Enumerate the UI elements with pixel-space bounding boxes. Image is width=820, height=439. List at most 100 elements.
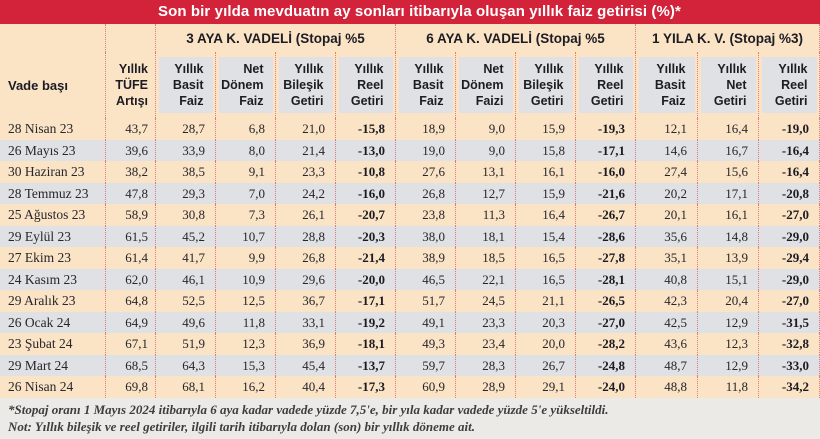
value-cell: 24,5 [455, 290, 515, 312]
value-cell: 12,3 [215, 333, 275, 355]
value-cell: 64,9 [105, 311, 155, 333]
value-cell: 12,9 [697, 354, 758, 376]
value-cell: 20,1 [635, 204, 697, 226]
table-row: 26 Nisan 24 69,8 68,1 16,2 40,4 -17,3 60,9 28,9… [0, 376, 820, 398]
date-cell: 26 Mayıs 23 [8, 142, 76, 158]
value-cell: 7,0 [215, 182, 275, 204]
value-cell: 21,0 [275, 118, 335, 140]
value-cell: -21,4 [335, 247, 395, 269]
value-cell: -21,6 [575, 182, 635, 204]
value-cell: 28,7 [155, 118, 215, 140]
value-cell: 6,8 [215, 118, 275, 140]
col-header-label: Yıllık Reel Getiri [338, 57, 393, 113]
value-cell: 17,1 [697, 182, 758, 204]
col-header: Yıllık Reel Getiri [575, 52, 635, 118]
value-cell: 68,5 [105, 354, 155, 376]
value-cell: 42,5 [635, 311, 697, 333]
value-cell: 10,7 [215, 225, 275, 247]
col-header-label: Yıllık Reel Getiri [578, 57, 633, 113]
value-cell: -24,0 [575, 376, 635, 398]
value-cell: -31,5 [758, 311, 820, 333]
value-cell: 10,9 [215, 268, 275, 290]
value-cell: 36,9 [275, 333, 335, 355]
value-cell: -19,0 [758, 118, 820, 140]
value-cell: 51,9 [155, 333, 215, 355]
value-cell: -20,3 [335, 225, 395, 247]
value-cell: 46,5 [395, 268, 455, 290]
value-cell: 68,1 [155, 376, 215, 398]
value-cell: -27,0 [758, 204, 820, 226]
value-cell: 36,7 [275, 290, 335, 312]
value-cell: -27,8 [575, 247, 635, 269]
value-cell: 18,5 [455, 247, 515, 269]
value-cell: 51,7 [395, 290, 455, 312]
col-header-vade-basi: Vade başı [8, 77, 68, 93]
date-cell: 30 Haziran 23 [8, 164, 85, 179]
value-cell: 48,8 [635, 376, 697, 398]
value-cell: 15,1 [697, 268, 758, 290]
value-cell: 38,9 [395, 247, 455, 269]
value-cell: 19,0 [395, 139, 455, 161]
value-cell: 59,7 [395, 354, 455, 376]
value-cell: 15,3 [215, 354, 275, 376]
value-cell: 52,5 [155, 290, 215, 312]
value-cell: 43,6 [635, 333, 697, 355]
value-cell: -18,1 [335, 333, 395, 355]
col-header: Yıllık Net Getiri [697, 52, 758, 118]
col-header-label: Yıllık Net Getiri [700, 57, 756, 113]
value-cell: 13,1 [455, 161, 515, 183]
value-cell: 35,1 [635, 247, 697, 269]
value-cell: 12,1 [635, 118, 697, 140]
value-cell: 45,2 [155, 225, 215, 247]
value-cell: 15,9 [515, 182, 575, 204]
value-cell: 16,5 [515, 268, 575, 290]
value-cell: 15,8 [515, 139, 575, 161]
col-header: Yıllık Basit Faiz [635, 52, 697, 118]
value-cell: 14,8 [697, 225, 758, 247]
group-header-1yil: 1 YILA K. V. (Stopaj %3) [635, 24, 820, 52]
value-cell: 16,1 [697, 204, 758, 226]
value-cell: 16,7 [697, 139, 758, 161]
value-cell: 58,9 [105, 204, 155, 226]
table-row: 29 Eylül 23 61,5 45,2 10,7 28,8 -20,3 38,0 18,1… [0, 225, 820, 247]
group-header-6ay: 6 AYA K. VADELİ (Stopaj %5 [395, 24, 635, 52]
value-cell: 38,2 [105, 161, 155, 183]
table-row: 24 Kasım 23 62,0 46,1 10,9 29,6 -20,0 46,5 22,1… [0, 268, 820, 290]
value-cell: 49,3 [395, 333, 455, 355]
value-cell: -27,0 [758, 290, 820, 312]
value-cell: 16,2 [215, 376, 275, 398]
value-cell: 64,3 [155, 354, 215, 376]
date-cell: 26 Ocak 24 [8, 314, 71, 330]
value-cell: 16,5 [515, 247, 575, 269]
date-cell: 29 Aralık 23 [8, 293, 76, 308]
value-cell: -27,0 [575, 311, 635, 333]
value-cell: -15,8 [335, 118, 395, 140]
value-cell: 38,5 [155, 161, 215, 183]
value-cell: 49,6 [155, 311, 215, 333]
value-cell: 16,4 [697, 118, 758, 140]
value-cell: 40,4 [275, 376, 335, 398]
value-cell: 12,5 [215, 290, 275, 312]
value-cell: 12,3 [697, 333, 758, 355]
value-cell: 62,0 [105, 268, 155, 290]
group-spacer-tufe [105, 24, 155, 52]
value-cell: -13,0 [335, 139, 395, 161]
value-cell: 23,4 [455, 333, 515, 355]
value-cell: 21,1 [515, 290, 575, 312]
value-cell: 61,4 [105, 247, 155, 269]
value-cell: 27,4 [635, 161, 697, 183]
table-row: 26 Mayıs 23 39,6 33,9 8,0 21,4 -13,0 19,0 9,0 15… [0, 139, 820, 161]
value-cell: 24,2 [275, 182, 335, 204]
value-cell: 20,4 [697, 290, 758, 312]
footnotes-area: *Stopaj oranı 1 Mayıs 2024 itibarıyla 6 … [0, 397, 820, 439]
value-cell: -28,2 [575, 333, 635, 355]
value-cell: 9,0 [455, 139, 515, 161]
footnote-stopaj: *Stopaj oranı 1 Mayıs 2024 itibarıyla 6 … [8, 401, 609, 417]
value-cell: 28,8 [275, 225, 335, 247]
col-header-label: Net Dönem Faizi [458, 57, 513, 113]
value-cell: 40,8 [635, 268, 697, 290]
col-header: Net Dönem Faiz [215, 52, 275, 118]
footnote-not: Not: Yıllık bileşik ve reel getiriler, i… [8, 419, 476, 434]
value-cell: 26,1 [275, 204, 335, 226]
